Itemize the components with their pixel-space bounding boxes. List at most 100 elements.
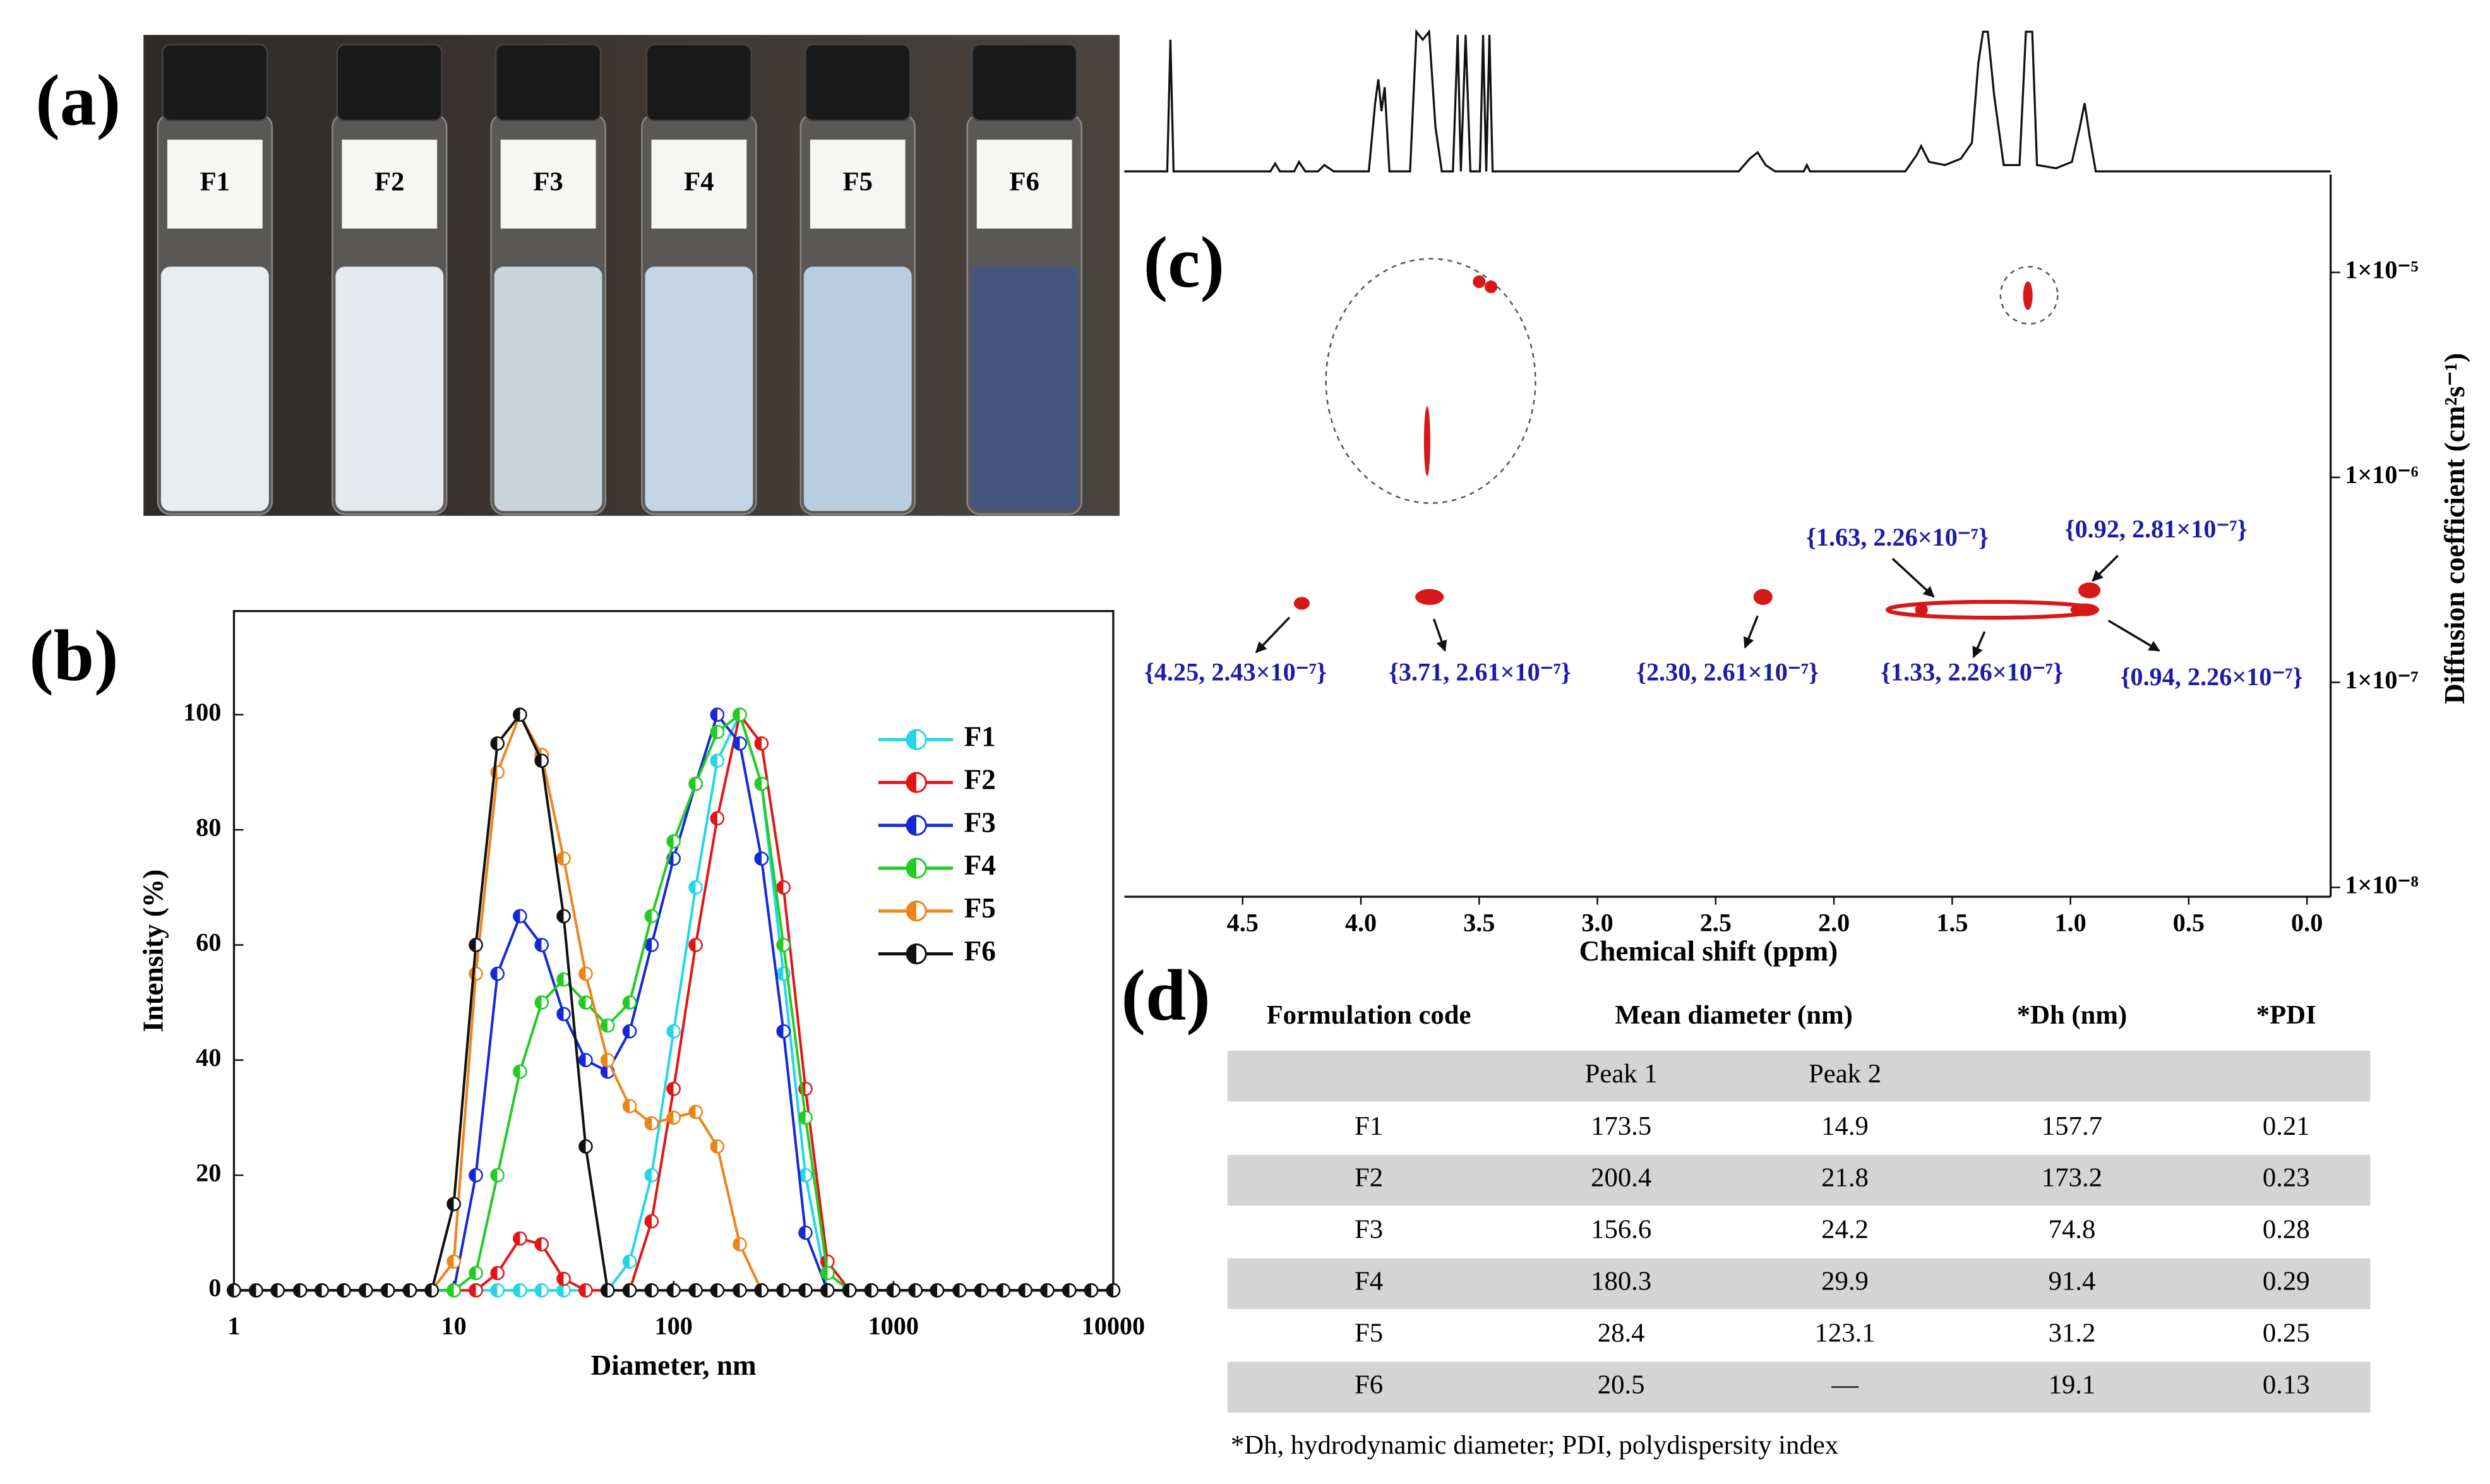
x-tick-label: 4.5 bbox=[1227, 909, 1259, 937]
table-cell: 123.1 bbox=[1814, 1319, 1875, 1348]
table-header: Mean diameter (nm) bbox=[1615, 1000, 1852, 1030]
arrow bbox=[1432, 618, 1447, 652]
series-line bbox=[234, 711, 1113, 1292]
point bbox=[688, 1283, 703, 1298]
point bbox=[358, 1283, 373, 1298]
point bbox=[270, 1283, 285, 1298]
arrow bbox=[2092, 554, 2119, 582]
point bbox=[644, 1283, 659, 1298]
point bbox=[534, 995, 549, 1010]
point bbox=[490, 1168, 505, 1183]
point-label: {1.63, 2.26×10⁻⁷} bbox=[1806, 523, 1989, 551]
legend-label: F3 bbox=[964, 806, 996, 838]
point bbox=[578, 1139, 593, 1154]
point bbox=[578, 1053, 593, 1068]
table-cell: 0.29 bbox=[2263, 1267, 2310, 1296]
vial-label-paper bbox=[976, 140, 1072, 229]
vial-cap bbox=[336, 44, 443, 122]
point bbox=[776, 1024, 791, 1039]
point bbox=[490, 966, 505, 981]
arrow bbox=[1255, 616, 1291, 654]
series-line bbox=[234, 712, 1113, 1292]
point bbox=[337, 1283, 351, 1298]
point bbox=[490, 1283, 505, 1298]
x-tick-label: 4.0 bbox=[1345, 909, 1377, 937]
vial-cap bbox=[805, 44, 911, 122]
point bbox=[424, 1283, 440, 1298]
legend-label: F6 bbox=[964, 935, 996, 967]
dashed-circle bbox=[1325, 258, 1536, 504]
point bbox=[776, 938, 791, 952]
y-tick-label: 1×10⁻⁶ bbox=[2345, 460, 2419, 489]
series-line bbox=[234, 712, 1113, 1292]
point bbox=[513, 707, 527, 722]
point bbox=[733, 1283, 747, 1298]
arrow bbox=[1891, 558, 1935, 598]
point bbox=[776, 880, 791, 895]
vial-label: F3 bbox=[533, 167, 563, 196]
point bbox=[513, 1064, 527, 1079]
point bbox=[1473, 275, 1486, 289]
y-axis-title: Intensity (%) bbox=[138, 870, 169, 1032]
point bbox=[644, 1116, 659, 1131]
table-header: *Dh (nm) bbox=[2017, 1000, 2127, 1030]
point bbox=[1915, 603, 1928, 616]
point bbox=[600, 1018, 615, 1033]
table-cell: 28.4 bbox=[1598, 1319, 1645, 1348]
table-cell: 91.4 bbox=[2049, 1267, 2096, 1296]
point bbox=[666, 1283, 681, 1298]
point bbox=[1062, 1283, 1077, 1298]
vial-label: F5 bbox=[843, 167, 873, 196]
point bbox=[710, 724, 725, 739]
table-cell: 0.28 bbox=[2263, 1215, 2310, 1245]
point bbox=[2023, 281, 2033, 310]
table-subheader: Peak 2 bbox=[1809, 1059, 1881, 1089]
point bbox=[666, 1024, 681, 1039]
point bbox=[733, 707, 747, 722]
table-cell: 157.7 bbox=[2042, 1111, 2102, 1141]
point-label: {0.94, 2.26×10⁻⁷} bbox=[2121, 662, 2303, 691]
panel-label: (a) bbox=[35, 60, 121, 141]
table-cell: F3 bbox=[1355, 1215, 1383, 1245]
point bbox=[513, 1231, 527, 1246]
vial-label-paper bbox=[342, 140, 438, 229]
point bbox=[688, 880, 703, 895]
legend-marker bbox=[906, 815, 927, 836]
series-line bbox=[234, 712, 1113, 1292]
x-tick-label: 3.5 bbox=[1463, 909, 1495, 937]
point bbox=[249, 1283, 263, 1298]
row-band bbox=[1227, 1050, 2371, 1102]
point bbox=[622, 1283, 637, 1298]
point bbox=[798, 1225, 813, 1240]
table-cell: F4 bbox=[1355, 1267, 1383, 1296]
table-cell: 19.1 bbox=[2049, 1370, 2096, 1399]
legend-label: F2 bbox=[964, 763, 996, 795]
table-cell: 156.6 bbox=[1591, 1215, 1651, 1245]
vial-liquid bbox=[335, 266, 444, 512]
row-band bbox=[1227, 1154, 2371, 1206]
point bbox=[776, 1283, 791, 1298]
table-header: Formulation code bbox=[1267, 1000, 1471, 1030]
series-line bbox=[234, 711, 1113, 1292]
x-tick-label: 0.5 bbox=[2173, 909, 2205, 937]
vial-label-paper bbox=[810, 140, 906, 229]
point bbox=[688, 1104, 703, 1120]
row-band bbox=[1227, 1258, 2371, 1310]
point bbox=[1018, 1283, 1033, 1298]
point bbox=[578, 995, 593, 1010]
vial-liquid bbox=[803, 266, 912, 512]
legend-label: F1 bbox=[964, 721, 996, 753]
point-label: {3.71, 2.61×10⁻⁷} bbox=[1389, 657, 1571, 686]
point bbox=[710, 707, 725, 722]
x-tick-label: 1000 bbox=[868, 1312, 919, 1340]
vial-liquid bbox=[160, 266, 269, 512]
vials: F1 F2 F3 F4 F5 F6 bbox=[157, 44, 1082, 515]
point bbox=[556, 1271, 571, 1286]
point bbox=[622, 1254, 637, 1269]
point bbox=[666, 1081, 681, 1096]
table-cell: 20.5 bbox=[1598, 1370, 1645, 1399]
point bbox=[534, 1237, 549, 1252]
panel-label: (b) bbox=[29, 616, 118, 697]
point bbox=[733, 736, 747, 751]
